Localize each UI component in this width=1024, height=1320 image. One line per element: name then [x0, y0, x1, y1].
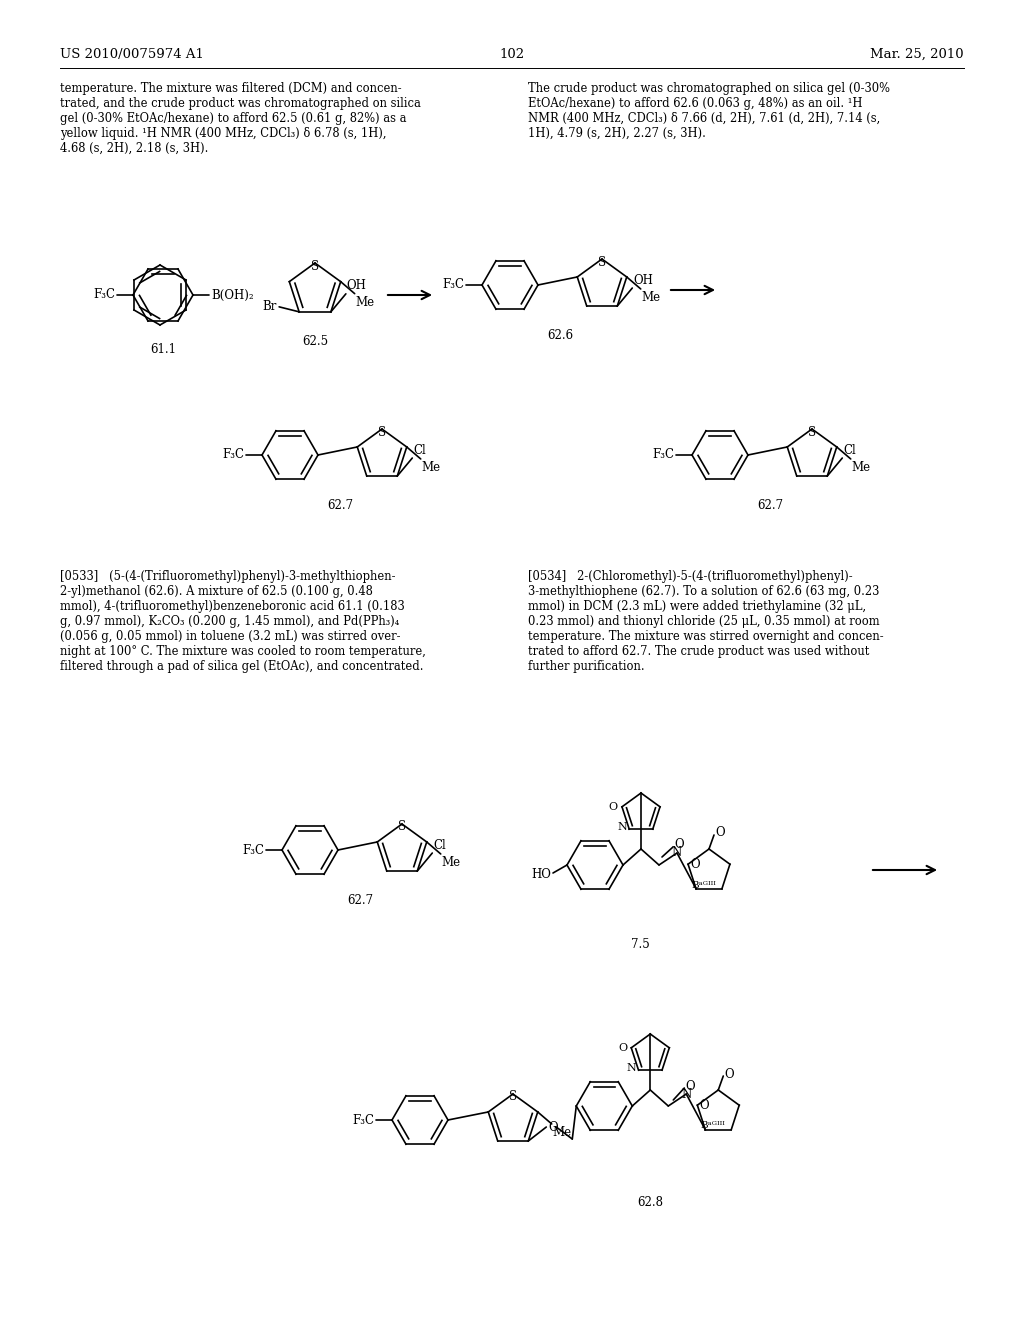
Text: S: S	[598, 256, 606, 268]
Text: S: S	[398, 821, 407, 833]
Text: 62.6: 62.6	[547, 329, 573, 342]
Text: N: N	[627, 1063, 637, 1073]
Text: Me: Me	[852, 461, 870, 474]
Text: O: O	[674, 838, 684, 851]
Text: F₃C: F₃C	[222, 449, 244, 462]
Text: Me: Me	[441, 855, 461, 869]
Text: OH: OH	[347, 280, 367, 292]
Text: F₃C: F₃C	[442, 279, 464, 292]
Text: Me: Me	[553, 1126, 571, 1139]
Text: Me: Me	[422, 461, 441, 474]
Text: N: N	[617, 822, 628, 832]
Text: 62.8: 62.8	[637, 1196, 663, 1209]
Text: S: S	[808, 425, 816, 438]
Text: Cl: Cl	[433, 838, 446, 851]
Text: O: O	[690, 858, 699, 871]
Text: O: O	[715, 826, 725, 840]
Text: Me: Me	[355, 296, 375, 309]
Text: Bᵃᴳᴵᴵᴵ: Bᵃᴳᴵᴵᴵ	[700, 1122, 725, 1130]
Text: 102: 102	[500, 48, 524, 61]
Text: HO: HO	[531, 869, 551, 882]
Text: O: O	[699, 1098, 709, 1111]
Text: [0534]   2-(Chloromethyl)-5-(4-(trifluoromethyl)phenyl)-
3-methylthiophene (62.7: [0534] 2-(Chloromethyl)-5-(4-(trifluorom…	[528, 570, 884, 673]
Text: Br: Br	[263, 301, 278, 313]
Text: 7.5: 7.5	[631, 939, 649, 950]
Text: F₃C: F₃C	[242, 843, 264, 857]
Text: 62.7: 62.7	[347, 894, 373, 907]
Text: N: N	[681, 1088, 691, 1101]
Text: US 2010/0075974 A1: US 2010/0075974 A1	[60, 48, 204, 61]
Text: Mar. 25, 2010: Mar. 25, 2010	[870, 48, 964, 61]
Text: O: O	[685, 1081, 695, 1093]
Text: Cl: Cl	[414, 444, 426, 457]
Text: 62.7: 62.7	[327, 499, 353, 512]
Text: 62.5: 62.5	[302, 335, 328, 348]
Text: O: O	[618, 1043, 628, 1053]
Text: O: O	[724, 1068, 734, 1081]
Text: 62.7: 62.7	[757, 499, 783, 512]
Text: The crude product was chromatographed on silica gel (0-30%
EtOAc/hexane) to affo: The crude product was chromatographed on…	[528, 82, 890, 140]
Text: Cl: Cl	[844, 444, 856, 457]
Text: F₃C: F₃C	[652, 449, 674, 462]
Text: S: S	[378, 425, 386, 438]
Text: Bᵃᴳᴵᴵᴵ: Bᵃᴳᴵᴵᴵ	[691, 880, 716, 890]
Text: N: N	[672, 846, 682, 859]
Text: 61.1: 61.1	[150, 343, 176, 356]
Text: O: O	[609, 801, 617, 812]
Text: temperature. The mixture was filtered (DCM) and concen-
trated, and the crude pr: temperature. The mixture was filtered (D…	[60, 82, 421, 154]
Text: [0533]   (5-(4-(Trifluoromethyl)phenyl)-3-methylthiophen-
2-yl)methanol (62.6). : [0533] (5-(4-(Trifluoromethyl)phenyl)-3-…	[60, 570, 426, 673]
Text: S: S	[311, 260, 319, 272]
Text: Me: Me	[642, 290, 660, 304]
Text: F₃C: F₃C	[93, 289, 115, 301]
Text: O: O	[548, 1121, 558, 1134]
Text: B(OH)₂: B(OH)₂	[211, 289, 254, 301]
Text: F₃C: F₃C	[352, 1114, 374, 1126]
Text: OH: OH	[633, 273, 653, 286]
Text: S: S	[509, 1090, 517, 1104]
